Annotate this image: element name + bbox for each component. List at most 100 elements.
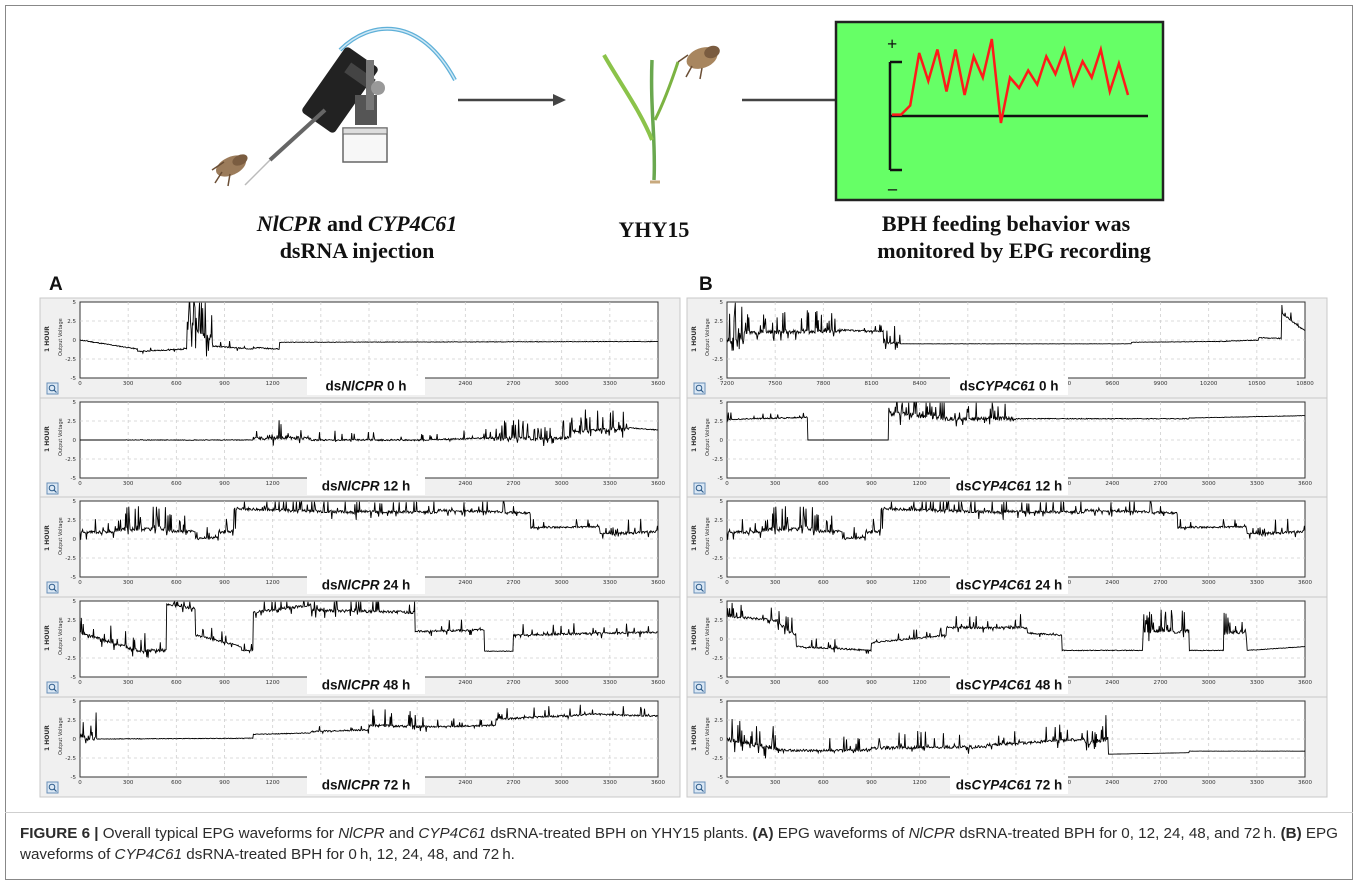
x-tick-label: 0 — [78, 580, 82, 586]
x-tick-label: 1200 — [266, 780, 280, 786]
zoom-icon[interactable] — [46, 581, 59, 594]
x-tick-label: 300 — [123, 481, 134, 487]
label-gene: NlCPR — [337, 678, 379, 693]
epg-row: 5 2.5 0 -2.5 -5 Output Voltage 1 HOUR 0 300 600 90… — [39, 496, 681, 598]
label-gene: NlCPR — [337, 479, 379, 494]
step1-label-line2: dsRNA injection — [280, 238, 435, 263]
x-tick-label: 3300 — [1250, 680, 1264, 686]
x-tick-label: 0 — [78, 481, 82, 487]
label-gene: CYP4C61 — [971, 778, 1031, 793]
x-tick-label: 1200 — [913, 481, 927, 487]
row-label: dsNlCPR 12 h — [307, 476, 425, 495]
x-tick-label: 600 — [818, 580, 829, 586]
row-label-text: dsCYP4C61 48 h — [956, 678, 1063, 693]
x-tick-label: 0 — [725, 580, 729, 586]
epg-row: 5 2.5 0 -2.5 -5 Output Voltage 1 HOUR 0 300 600 90… — [686, 596, 1328, 698]
zoom-icon[interactable] — [46, 482, 59, 495]
x-tick-label: 300 — [770, 780, 781, 786]
row-label-text: dsNlCPR 72 h — [322, 778, 411, 793]
epg-panel-b: B 5 2.5 0 -2.5 -5 Output Voltage 1 HOUR 7200 7500… — [686, 274, 1328, 798]
zoom-icon[interactable] — [46, 681, 59, 694]
x-tick-label: 2400 — [1105, 580, 1119, 586]
x-tick-label: 2400 — [458, 481, 472, 487]
x-tick-label: 1200 — [913, 680, 927, 686]
y-axis-label: Output Voltage — [705, 617, 711, 655]
zoom-icon[interactable] — [693, 482, 706, 495]
y-tick-label: 5 — [73, 499, 77, 505]
row-label: dsNlCPR 72 h — [307, 775, 425, 794]
epg-panels: A 5 2.5 0 -2.5 -5 Output Voltage 1 HOUR 0 300 600 9… — [39, 274, 1328, 798]
x-tick-label: 2700 — [1154, 580, 1168, 586]
x-tick-label: 900 — [219, 680, 230, 686]
zoom-icon[interactable] — [693, 781, 706, 794]
side-label: 1 HOUR — [44, 625, 51, 651]
caption-text: dsRNA-treated BPH for 0 h, 12, 24, 48, a… — [182, 846, 515, 863]
x-tick-label: 600 — [171, 381, 182, 387]
figure-label: FIGURE 6 | — [20, 825, 99, 842]
label-time: 0 h — [1035, 379, 1058, 394]
y-tick-label: 2.5 — [67, 618, 76, 624]
y-tick-label: -2.5 — [65, 457, 76, 463]
pipeline-illustration: + – NlCPR and CYP4C61 dsRNA injection YH… — [211, 20, 1165, 263]
y-axis-label: Output Voltage — [705, 517, 711, 555]
y-tick-label: -2.5 — [712, 656, 723, 662]
label-prefix: ds — [956, 578, 972, 593]
row-label-text: dsNlCPR 48 h — [322, 678, 411, 693]
side-label: 1 HOUR — [44, 426, 51, 452]
step2-label: YHY15 — [619, 217, 690, 242]
epg-row: 5 2.5 0 -2.5 -5 Output Voltage 1 HOUR 0 300 600 90… — [686, 397, 1328, 499]
label-prefix: ds — [325, 379, 341, 394]
label-gene: CYP4C61 — [975, 379, 1035, 394]
row-label-text: dsCYP4C61 72 h — [956, 778, 1063, 793]
y-axis-label: Output Voltage — [705, 717, 711, 755]
x-tick-label: 0 — [725, 780, 729, 786]
y-tick-label: 0 — [73, 537, 77, 543]
x-tick-label: 0 — [78, 780, 82, 786]
label-time: 0 h — [383, 379, 406, 394]
epg-row: 5 2.5 0 -2.5 -5 Output Voltage 1 HOUR 0 300 600 90… — [686, 696, 1328, 798]
row-label: dsNlCPR 24 h — [307, 575, 425, 594]
label-prefix: ds — [959, 379, 975, 394]
zoom-icon[interactable] — [46, 382, 59, 395]
y-tick-label: -5 — [71, 376, 77, 382]
y-axis-label: Output Voltage — [58, 418, 64, 456]
y-tick-label: 0 — [720, 438, 724, 444]
row-label: dsNlCPR 0 h — [307, 376, 425, 395]
row-label: dsCYP4C61 48 h — [950, 675, 1068, 694]
x-tick-label: 1200 — [266, 481, 280, 487]
x-tick-label: 9600 — [1105, 381, 1119, 387]
zoom-icon[interactable] — [46, 781, 59, 794]
epg-waveform — [79, 600, 659, 658]
x-tick-label: 2700 — [507, 580, 521, 586]
label-prefix: ds — [322, 479, 338, 494]
y-tick-label: 2.5 — [714, 319, 723, 325]
y-tick-label: 2.5 — [67, 419, 76, 425]
zoom-icon[interactable] — [693, 382, 706, 395]
x-tick-label: 2400 — [458, 580, 472, 586]
x-tick-label: 7800 — [816, 381, 830, 387]
x-tick-label: 2400 — [458, 381, 472, 387]
x-tick-label: 600 — [818, 481, 829, 487]
x-tick-label: 3600 — [1298, 580, 1312, 586]
x-tick-label: 2700 — [1154, 680, 1168, 686]
row-label-text: dsNlCPR 0 h — [325, 379, 406, 394]
y-axis-label: Output Voltage — [705, 418, 711, 456]
x-tick-label: 7500 — [768, 381, 782, 387]
epg-waveform — [726, 602, 1305, 654]
y-tick-label: 0 — [720, 637, 724, 643]
x-tick-label: 3000 — [1202, 680, 1216, 686]
x-tick-label: 2400 — [458, 780, 472, 786]
x-tick-label: 0 — [725, 680, 729, 686]
side-label: 1 HOUR — [691, 625, 698, 651]
row-label: dsCYP4C61 24 h — [950, 575, 1068, 594]
zoom-icon[interactable] — [693, 581, 706, 594]
y-tick-label: 5 — [73, 599, 77, 605]
y-tick-label: -5 — [71, 675, 77, 681]
x-tick-label: 2700 — [507, 381, 521, 387]
x-tick-label: 600 — [171, 481, 182, 487]
x-tick-label: 3000 — [555, 381, 569, 387]
x-tick-label: 3300 — [1250, 481, 1264, 487]
x-tick-label: 3000 — [555, 680, 569, 686]
zoom-icon[interactable] — [693, 681, 706, 694]
y-tick-label: 0 — [720, 737, 724, 743]
